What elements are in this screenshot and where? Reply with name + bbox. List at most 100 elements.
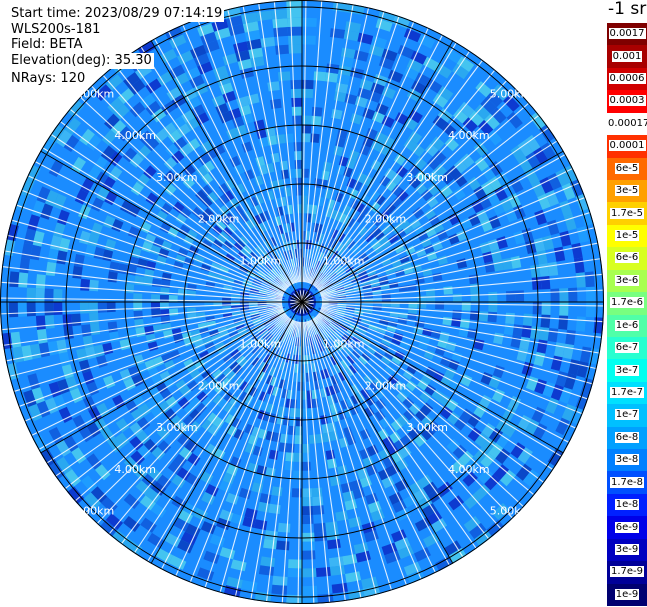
range-bin (408, 403, 421, 416)
range-bin (287, 26, 302, 36)
range-bin (145, 488, 161, 504)
range-bin (119, 368, 132, 382)
range-bin (249, 251, 258, 261)
range-bin (302, 168, 309, 178)
range-bin (177, 289, 188, 296)
range-bin (110, 119, 127, 136)
range-bin (129, 422, 144, 437)
range-bin (414, 547, 431, 562)
range-bin (145, 78, 162, 94)
range-bin (453, 173, 468, 188)
range-bin (202, 239, 213, 249)
ray-gap (319, 310, 570, 444)
range-bin (575, 193, 590, 212)
range-bin (414, 72, 431, 87)
range-bin (430, 518, 448, 533)
ray-gap (305, 321, 362, 599)
range-bin (187, 452, 201, 466)
range-ring-label: 4.00km (114, 463, 156, 476)
range-bin (275, 44, 289, 55)
range-bin (239, 248, 250, 258)
range-bin (462, 117, 478, 133)
range-bin (514, 290, 525, 302)
range-bin (171, 495, 187, 510)
range-bin (130, 450, 145, 466)
range-bin (108, 166, 123, 182)
range-bin (403, 66, 419, 81)
ray-gap (59, 120, 287, 291)
range-bin (181, 109, 196, 124)
range-bin (406, 58, 423, 73)
range-bin (381, 115, 395, 128)
range-bin (386, 463, 400, 477)
range-bin (396, 165, 409, 178)
range-bin (569, 179, 584, 197)
range-bin (532, 147, 549, 165)
range-bin (145, 398, 159, 412)
range-bin (420, 427, 434, 441)
range-bin (349, 188, 359, 200)
range-bin (117, 126, 133, 142)
range-bin (517, 414, 532, 431)
ray-gap (211, 13, 297, 284)
ray-gap (314, 69, 496, 287)
range-bin (63, 435, 79, 452)
range-bin (435, 63, 452, 79)
range-bin (569, 407, 584, 425)
range-bin (398, 218, 410, 229)
range-bin (171, 115, 186, 130)
range-bin (199, 471, 214, 484)
range-bin (28, 403, 43, 422)
range-ring-label: 4.00km (114, 129, 156, 142)
range-bin (302, 541, 315, 551)
range-bin (177, 434, 191, 447)
range-bin (78, 204, 91, 220)
range-bin (471, 199, 484, 214)
range-bin (164, 359, 176, 371)
range-bin (138, 403, 152, 417)
range-bin (165, 143, 179, 157)
range-bin (452, 444, 467, 459)
range-bin (258, 255, 267, 265)
range-bin (532, 423, 548, 440)
ray-gap (305, 7, 370, 283)
range-bin (160, 309, 170, 317)
ray-gap (18, 308, 284, 408)
range-bin (384, 550, 401, 564)
range-bin (393, 153, 407, 166)
range-bin (79, 128, 95, 146)
range-bin (165, 396, 178, 409)
ray-gap (321, 302, 604, 323)
range-bin (309, 434, 317, 444)
range-bin (402, 223, 414, 235)
range-bin (419, 390, 432, 403)
range-bin (346, 217, 356, 228)
range-bin (44, 315, 55, 329)
range-bin (293, 452, 302, 462)
ray-gap (304, 4, 354, 283)
range-bin (525, 418, 540, 436)
ray-gap (5, 305, 283, 362)
range-bin (534, 378, 547, 395)
range-bin (229, 155, 241, 168)
range-bin (430, 136, 445, 151)
range-bin (408, 480, 423, 495)
ray-gap (227, 9, 298, 283)
range-bin (279, 160, 289, 171)
range-bin (432, 115, 448, 130)
range-bin (156, 71, 174, 86)
range-bin (170, 414, 183, 428)
range-bin (53, 222, 66, 238)
elevation-label: Elevation(deg): 35.30 (11, 53, 154, 69)
range-bin (405, 380, 417, 392)
range-bin (215, 103, 229, 116)
range-bin (292, 115, 302, 125)
range-bin (89, 279, 99, 292)
range-bin (220, 377, 231, 388)
range-bin (381, 48, 398, 62)
range-bin (157, 440, 172, 454)
range-bin (152, 356, 165, 367)
range-bin (364, 406, 375, 418)
range-bin (492, 365, 505, 379)
range-bin (272, 18, 288, 29)
